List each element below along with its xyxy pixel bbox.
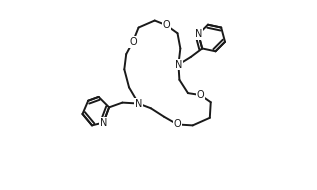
Text: O: O: [162, 20, 170, 30]
Text: O: O: [174, 120, 181, 129]
Text: O: O: [197, 90, 204, 100]
Text: N: N: [175, 60, 182, 70]
Text: O: O: [129, 37, 137, 47]
Text: N: N: [100, 118, 107, 127]
Text: N: N: [135, 99, 142, 108]
Text: N: N: [195, 29, 202, 39]
